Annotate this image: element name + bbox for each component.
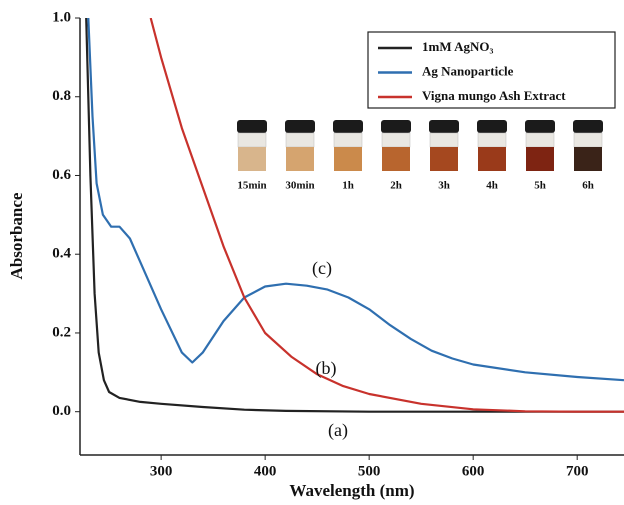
vial-cap	[333, 120, 363, 133]
vial-cap	[525, 120, 555, 133]
vial-cap	[381, 120, 411, 133]
vial-liquid	[334, 147, 362, 171]
legend-box	[367, 31, 616, 109]
y-tick-label: 0.0	[52, 403, 71, 419]
vial-glass	[477, 132, 507, 148]
x-axis-title: Wavelength (nm)	[289, 481, 414, 500]
legend-label: Vigna mungo Ash Extract	[422, 88, 566, 103]
series-line	[149, 18, 624, 413]
vial-glass	[573, 132, 603, 148]
plot-area	[85, 18, 624, 413]
x-tick-label: 700	[566, 463, 589, 479]
vial-cap	[429, 120, 459, 133]
y-axis-title: Absorbance	[7, 192, 26, 279]
curve-annotation: (a)	[328, 420, 348, 441]
vial-liquid	[574, 147, 602, 171]
vial-cap	[237, 120, 267, 133]
vial-liquid	[382, 147, 410, 171]
y-tick-label: 0.2	[52, 324, 71, 340]
vial-liquid	[286, 147, 314, 171]
x-tick-label: 400	[254, 463, 277, 479]
vial-cap	[573, 120, 603, 133]
inset-label: 2h	[390, 180, 402, 192]
x-tick-label: 300	[150, 463, 173, 479]
inset-label: 6h	[582, 180, 594, 192]
y-tick-label: 0.4	[52, 246, 71, 262]
inset-label: 15min	[237, 180, 266, 192]
x-tick-label: 600	[462, 463, 485, 479]
vial-liquid	[526, 147, 554, 171]
vial-glass	[333, 132, 363, 148]
curve-annotation: (b)	[316, 358, 337, 379]
vial-liquid	[238, 147, 266, 171]
y-tick-label: 1.0	[52, 9, 71, 25]
y-tick-label: 0.6	[52, 167, 71, 183]
vial-liquid	[430, 147, 458, 171]
y-tick-label: 0.8	[52, 88, 71, 104]
inset-label: 4h	[486, 180, 498, 192]
series-line	[85, 18, 624, 413]
curve-annotation: (c)	[312, 258, 332, 279]
series-line	[87, 18, 624, 382]
vial-glass	[525, 132, 555, 148]
legend-label: 1mM AgNO₃	[422, 39, 494, 54]
legend-label: Ag Nanoparticle	[422, 63, 514, 78]
vial-cap	[477, 120, 507, 133]
inset-label: 3h	[438, 180, 450, 192]
inset-label: 5h	[534, 180, 546, 192]
vial-glass	[381, 132, 411, 148]
vial-glass	[285, 132, 315, 148]
vial-cap	[285, 120, 315, 133]
x-tick-label: 500	[358, 463, 381, 479]
vial-glass	[237, 132, 267, 148]
inset-label: 1h	[342, 180, 354, 192]
vial-liquid	[478, 147, 506, 171]
inset-label: 30min	[285, 180, 314, 192]
vial-glass	[429, 132, 459, 148]
